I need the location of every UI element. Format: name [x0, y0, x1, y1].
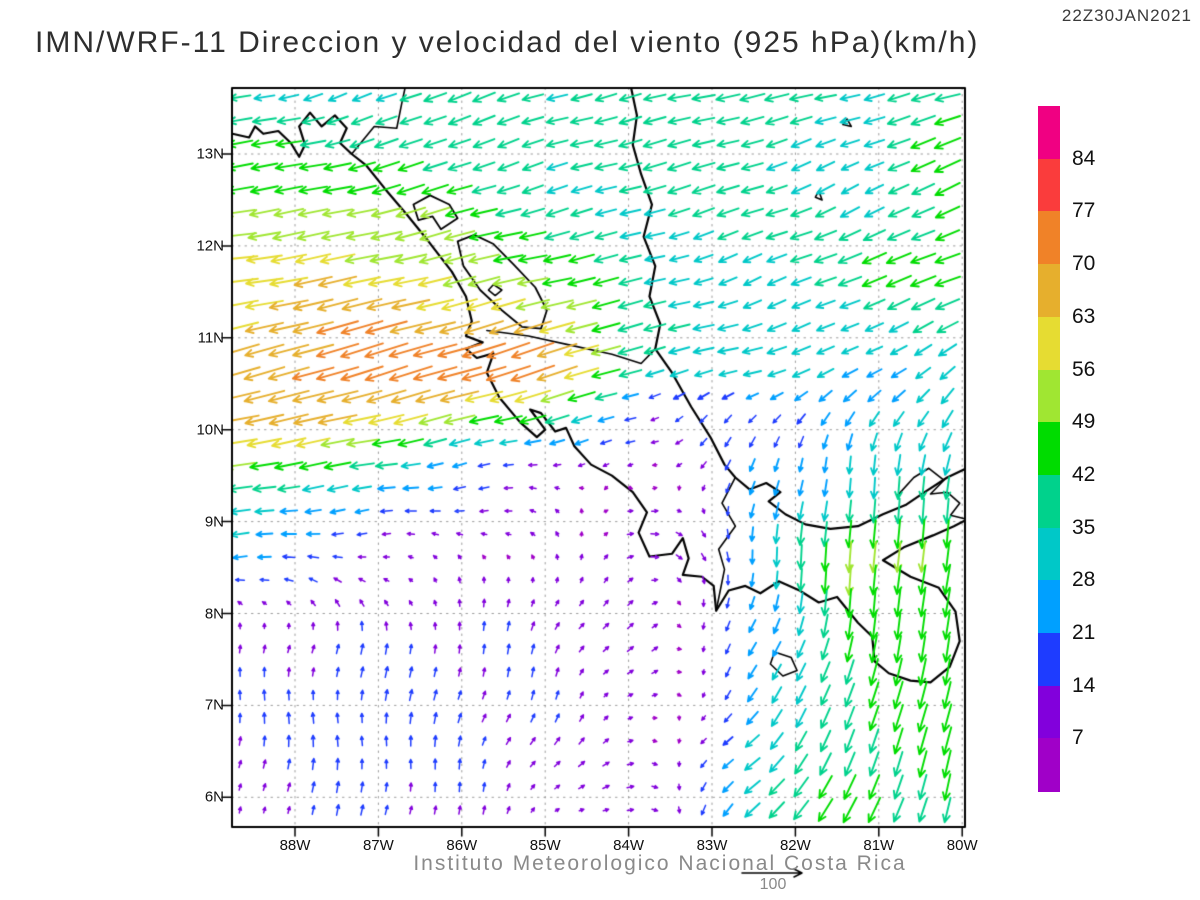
- colorbar-segment: [1038, 158, 1060, 212]
- lat-tick-label: 13N: [196, 145, 224, 163]
- colorbar-segment: [1038, 633, 1060, 687]
- lon-tick-label: 85W: [529, 837, 561, 854]
- colorbar-tick-label: 77: [1072, 199, 1096, 223]
- lat-tick-label: 9N: [204, 513, 224, 531]
- chart-title: IMN/WRF-11 Direccion y velocidad del vie…: [35, 26, 980, 59]
- colorbar-tick-label: 56: [1072, 357, 1096, 381]
- colorbar-segment: [1038, 369, 1060, 423]
- lon-tick-label: 83W: [696, 837, 728, 854]
- colorbar-tick-label: 7: [1072, 726, 1084, 750]
- colorbar-segment: [1038, 264, 1060, 318]
- colorbar-tick-label: 84: [1072, 146, 1096, 170]
- valid-timestamp: 22Z30JAN2021: [1061, 6, 1192, 25]
- lat-tick-label: 8N: [204, 605, 224, 622]
- lon-tick-label: 81W: [863, 837, 895, 854]
- lat-tick-label: 6N: [204, 788, 224, 806]
- colorbar-segment: [1038, 106, 1060, 160]
- colorbar-tick-label: 21: [1072, 621, 1096, 644]
- reference-vector-label: 100: [759, 876, 787, 893]
- colorbar-tick-label: 70: [1072, 252, 1096, 276]
- lat-tick-label: 7N: [204, 696, 224, 714]
- colorbar-tick-label: 35: [1072, 515, 1096, 539]
- colorbar-segment: [1038, 316, 1060, 370]
- colorbar-segment: [1038, 580, 1060, 634]
- colorbar-tick-label: 42: [1072, 462, 1096, 486]
- lat-tick-label: 10N: [196, 421, 224, 439]
- colorbar-segment: [1038, 738, 1060, 792]
- lon-tick-label: 82W: [779, 837, 811, 854]
- lon-tick-label: 86W: [446, 837, 478, 854]
- colorbar-tick-label: 49: [1072, 410, 1096, 434]
- lon-tick-label: 84W: [613, 837, 645, 854]
- colorbar-tick-label: 14: [1072, 673, 1096, 697]
- lon-tick-label: 80W: [946, 837, 978, 854]
- lon-tick-label: 87W: [362, 837, 394, 854]
- colorbar-segment: [1038, 422, 1060, 476]
- colorbar-segment: [1038, 211, 1060, 265]
- lon-tick-label: 88W: [279, 837, 311, 854]
- colorbar-tick-label: 63: [1072, 304, 1096, 328]
- footer-credit: Instituto Meteorologico Nacional Costa R…: [413, 852, 907, 875]
- colorbar-segment: [1038, 474, 1060, 529]
- colorbar-tick-label: 28: [1072, 568, 1096, 592]
- lat-tick-label: 12N: [196, 237, 224, 255]
- colorbar-segment: [1038, 685, 1060, 739]
- colorbar-segment: [1038, 527, 1060, 581]
- lat-tick-label: 11N: [197, 329, 224, 347]
